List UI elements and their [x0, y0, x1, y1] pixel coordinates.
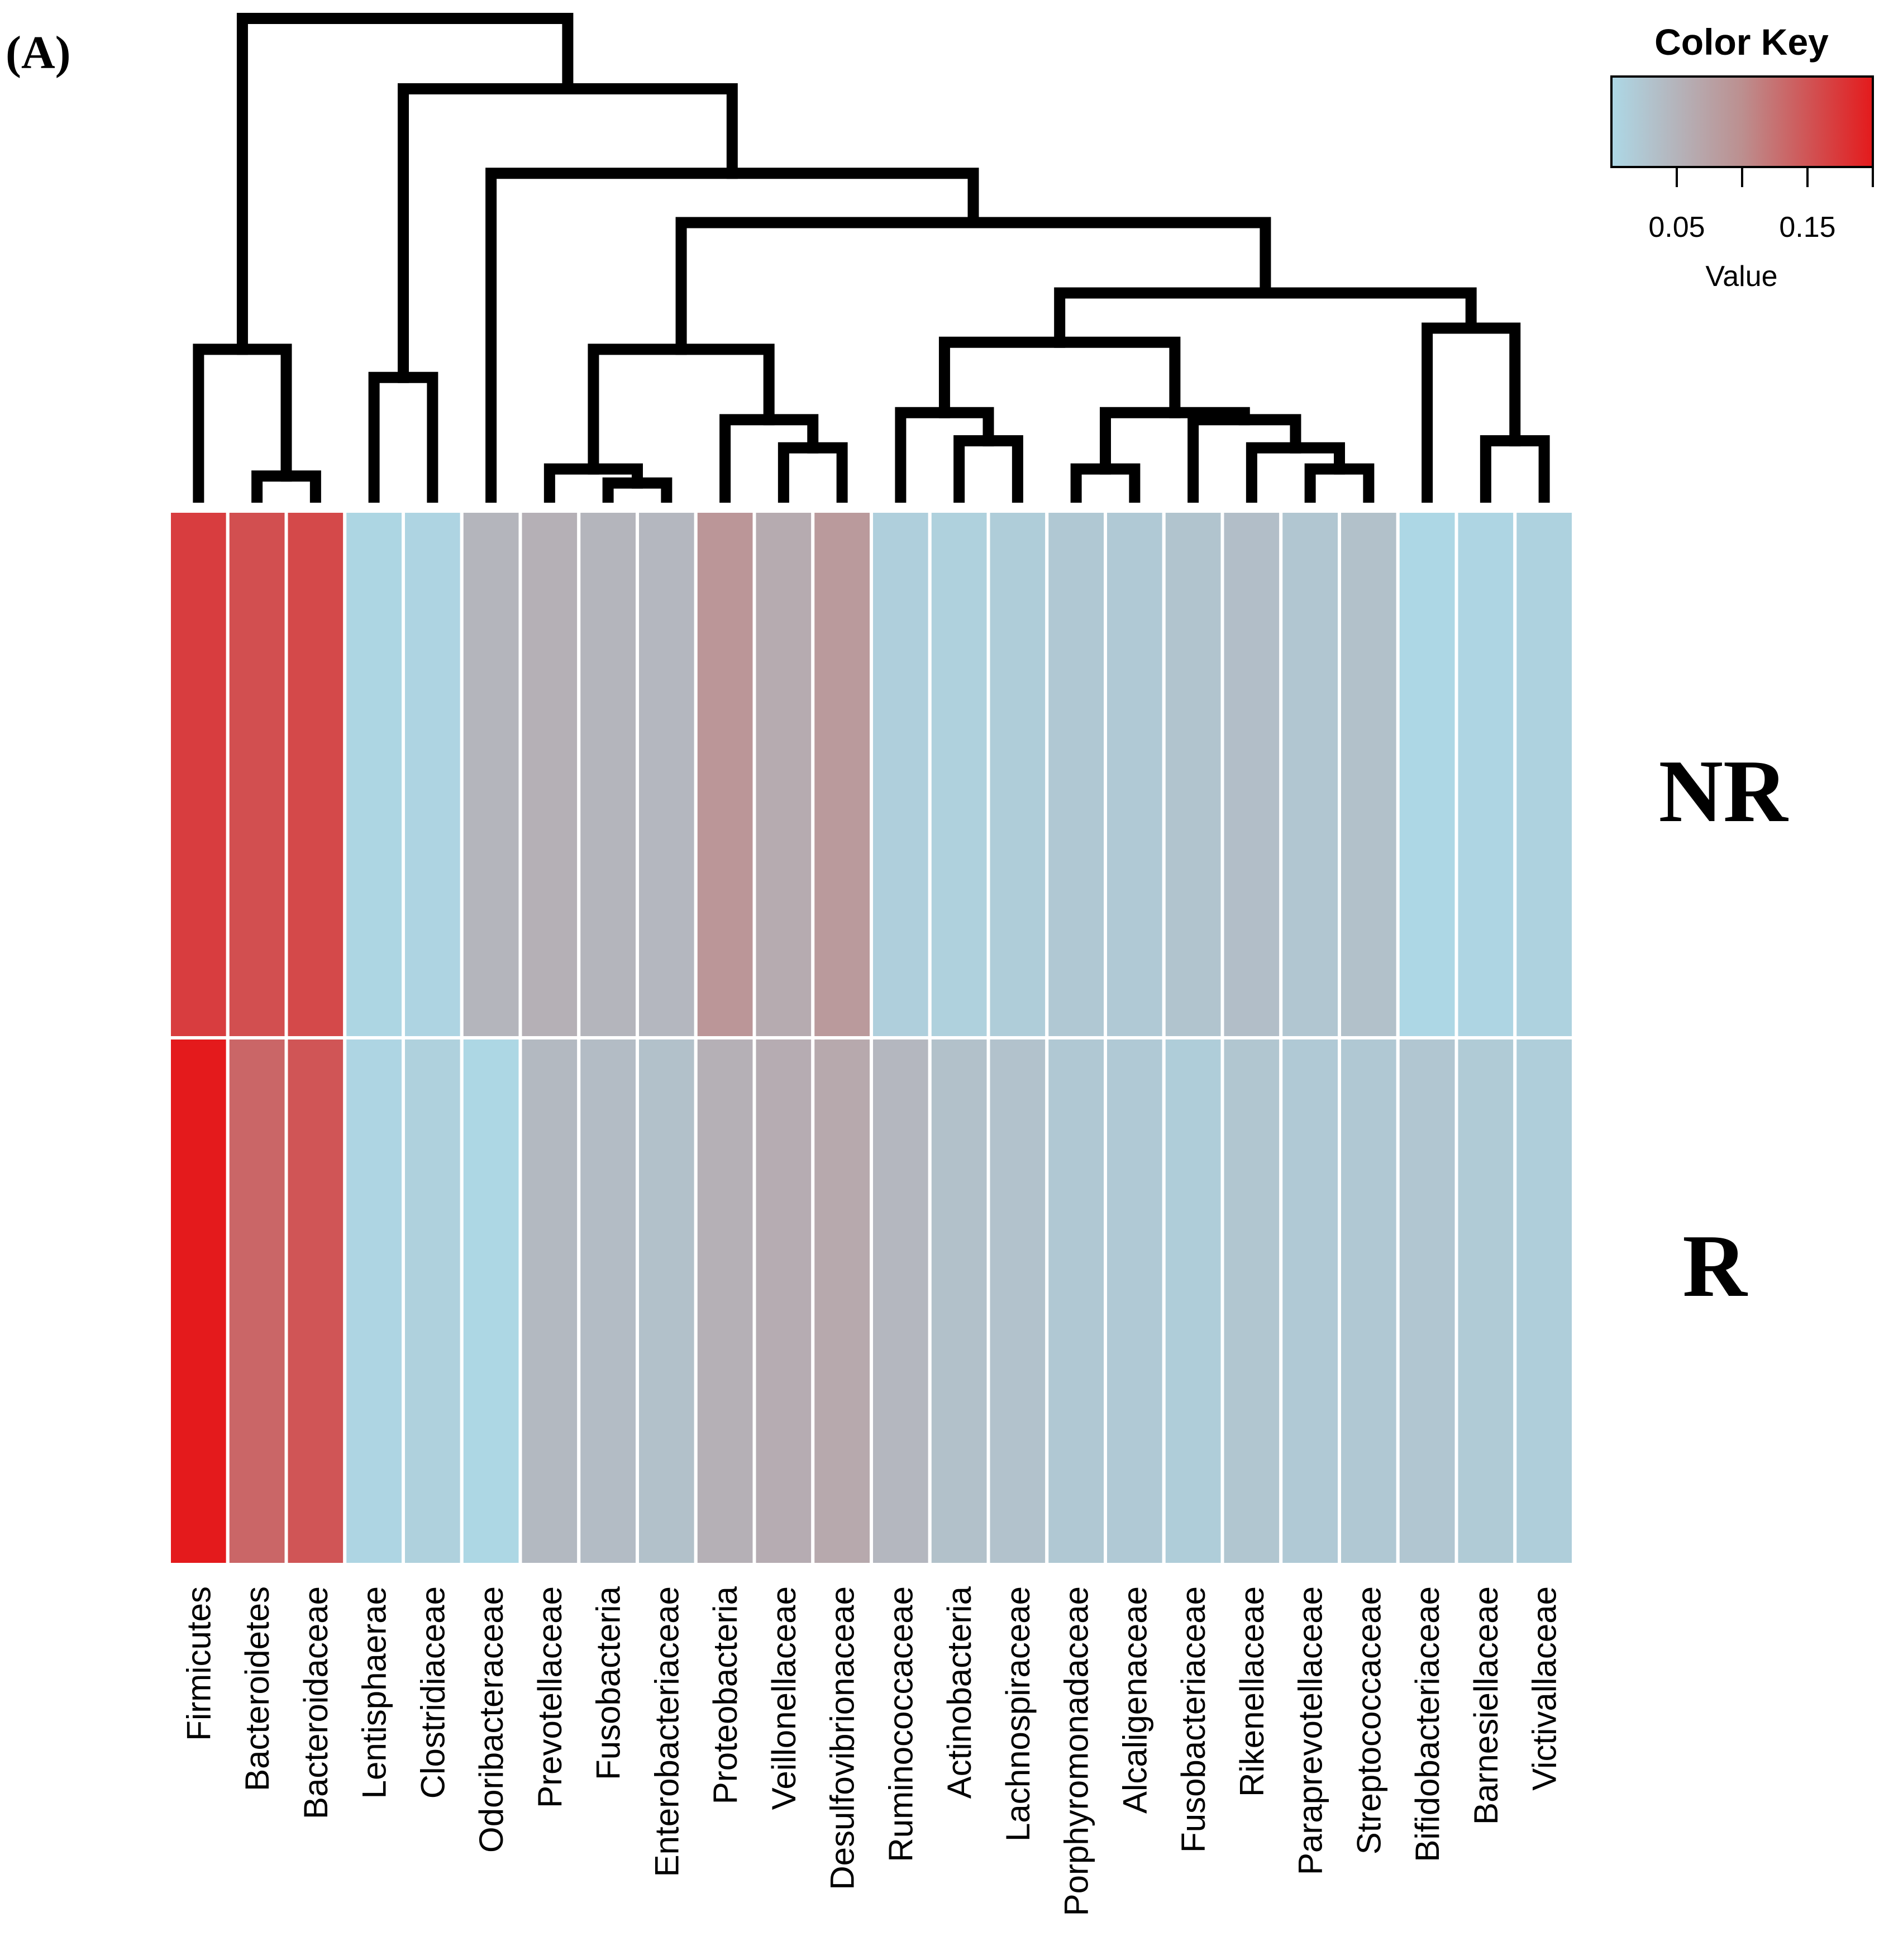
heatmap-cell-r-desulfovibrionaceae — [811, 1036, 873, 1566]
column-label-bacteroidaceae: Bacteroidaceae — [297, 1586, 335, 1819]
heatmap-cell-nr-porphyromonadaceae — [1045, 509, 1107, 1039]
heatmap-cell-nr-fusobacteriaceae — [1162, 509, 1224, 1039]
dendrogram-branch — [778, 442, 848, 503]
column-label-proteobacteria: Proteobacteria — [707, 1586, 744, 1804]
heatmap-cell-r-victivallaceae — [1513, 1036, 1575, 1566]
heatmap-cell-r-clostridiaceae — [402, 1036, 464, 1566]
heatmap-cell-r-firmicutes — [168, 1036, 230, 1566]
column-label-lentisphaerae: Lentisphaerae — [356, 1586, 393, 1799]
heatmap-cell-nr-ruminococcaceae — [870, 509, 932, 1039]
heatmap-cell-r-proteobacteria — [694, 1036, 756, 1566]
heatmap-cell-nr-victivallaceae — [1513, 509, 1575, 1039]
heatmap-cell-nr-prevotellaceae — [518, 509, 581, 1039]
column-label-fusobacteria: Fusobacteria — [590, 1586, 627, 1780]
heatmap-cell-nr-rikenellaceae — [1220, 509, 1283, 1039]
heatmap-cell-nr-desulfovibrionaceae — [811, 509, 873, 1039]
heatmap-cell-nr-alcaligenaceae — [1104, 509, 1166, 1039]
heatmap-cell-r-streptococcaceae — [1338, 1036, 1400, 1566]
column-label-lachnospiraceae: Lachnospiraceae — [999, 1586, 1037, 1842]
column-label-bifidobacteriaceae: Bifidobacteriaceae — [1409, 1586, 1446, 1862]
column-label-victivallaceae: Victivallaceae — [1526, 1586, 1563, 1791]
color-key: Color Key 0.05 0.15 Value — [1610, 21, 1874, 293]
column-label-clostridiaceae: Clostridiaceae — [414, 1586, 451, 1799]
dendrogram-branch — [1422, 322, 1521, 503]
column-label-barnesiellaceae: Barnesiellaceae — [1467, 1586, 1505, 1825]
dendrogram-branch — [953, 435, 1023, 503]
dendrogram-branch — [588, 344, 775, 475]
column-label-odoribacteraceae: Odoribacteraceae — [473, 1586, 510, 1853]
row-label-r: R — [1682, 1216, 1748, 1315]
color-key-tick-label: 0.05 — [1648, 211, 1705, 244]
row-labels: NR R — [1658, 741, 1788, 1315]
heatmap-cell-r-paraprevotellaceae — [1279, 1036, 1341, 1566]
heatmap-cell-nr-firmicutes — [168, 509, 230, 1039]
column-label-fusobacteriaceae: Fusobacteriaceae — [1175, 1586, 1212, 1853]
heatmap-cell-nr-enterobacteriaceae — [636, 509, 698, 1039]
heatmap-cell-r-barnesiellaceae — [1454, 1036, 1517, 1566]
heatmap-cell-nr-lentisphaerae — [343, 509, 405, 1039]
heatmap-cells — [168, 509, 1575, 1566]
column-label-paraprevotellaceae: Paraprevotellaceae — [1292, 1586, 1329, 1875]
dendrogram-branch — [1054, 287, 1477, 348]
heatmap-cell-r-fusobacteriaceae — [1162, 1036, 1224, 1566]
column-dendrogram — [193, 13, 1550, 503]
heatmap-cell-r-odoribacteraceae — [460, 1036, 522, 1566]
heatmap-cell-nr-fusobacteria — [577, 509, 639, 1039]
heatmap-cell-r-lachnospiraceae — [986, 1036, 1049, 1566]
column-label-streptococcaceae: Streptococcaceae — [1350, 1586, 1387, 1854]
color-key-axis-label: Value — [1705, 260, 1777, 293]
heatmap-cell-r-bacteroidetes — [226, 1036, 288, 1566]
heatmap-cell-r-porphyromonadaceae — [1045, 1036, 1107, 1566]
heatmap-cell-r-veillonellaceae — [752, 1036, 815, 1566]
column-label-desulfovibrionaceae: Desulfovibrionaceae — [824, 1586, 861, 1890]
heatmap-cell-r-prevotellaceae — [518, 1036, 581, 1566]
column-label-alcaligenaceae: Alcaligenaceae — [1116, 1586, 1153, 1814]
heatmap-cell-r-bacteroidaceae — [284, 1036, 347, 1566]
heatmap-cell-nr-bacteroidetes — [226, 509, 288, 1039]
heatmap-cell-r-ruminococcaceae — [870, 1036, 932, 1566]
heatmap-cell-nr-bifidobacteriaceae — [1396, 509, 1458, 1039]
color-key-gradient-bar — [1610, 75, 1874, 168]
heatmap-cell-nr-actinobacteria — [928, 509, 990, 1039]
column-label-firmicutes: Firmicutes — [180, 1586, 217, 1741]
heatmap-cell-r-lentisphaerae — [343, 1036, 405, 1566]
heatmap-cell-nr-proteobacteria — [694, 509, 756, 1039]
dendrogram-branch — [895, 407, 994, 503]
heatmap-cell-r-actinobacteria — [928, 1036, 990, 1566]
heatmap-cell-nr-lachnospiraceae — [986, 509, 1049, 1039]
panel-label: (A) — [6, 27, 71, 79]
dendrogram-branch — [1480, 435, 1550, 503]
dendrogram-branch — [675, 217, 1271, 355]
heatmap-cell-r-enterobacteriaceae — [636, 1036, 698, 1566]
heatmap-cell-r-rikenellaceae — [1220, 1036, 1283, 1566]
color-key-title: Color Key — [1654, 21, 1829, 63]
dendrogram-branch — [1187, 414, 1301, 503]
row-label-nr: NR — [1658, 741, 1788, 841]
heatmap-cell-nr-odoribacteraceae — [460, 509, 522, 1039]
color-key-tick-label: 0.15 — [1779, 211, 1835, 244]
heatmap-cell-nr-streptococcaceae — [1338, 509, 1400, 1039]
heatmap-cell-nr-veillonellaceae — [752, 509, 815, 1039]
heatmap-cell-r-bifidobacteriaceae — [1396, 1036, 1458, 1566]
column-labels: Firmicutes Bacteroidetes Bacteroidaceae Len… — [180, 1586, 1563, 1916]
dendrogram-branch — [938, 336, 1181, 418]
column-label-veillonellaceae: Veillonellaceae — [765, 1586, 803, 1810]
column-label-porphyromonadaceae: Porphyromonadaceae — [1058, 1586, 1095, 1916]
heatmap-cell-nr-bacteroidaceae — [284, 509, 347, 1039]
dendrogram-branch — [236, 13, 574, 355]
column-label-actinobacteria: Actinobacteria — [941, 1586, 978, 1799]
column-label-bacteroidetes: Bacteroidetes — [239, 1586, 276, 1791]
dendrogram-branch — [368, 371, 438, 503]
heatmap-cell-nr-paraprevotellaceae — [1279, 509, 1341, 1039]
column-label-prevotellaceae: Prevotellaceae — [531, 1586, 569, 1808]
column-label-enterobacteriaceae: Enterobacteriaceae — [648, 1586, 685, 1877]
column-label-rikenellaceae: Rikenellaceae — [1233, 1586, 1271, 1797]
column-label-ruminococcaceae: Ruminococcaceae — [882, 1586, 919, 1862]
heatmap-cell-nr-barnesiellaceae — [1454, 509, 1517, 1039]
dendrogram-branch — [719, 414, 819, 503]
heatmap-cell-nr-clostridiaceae — [402, 509, 464, 1039]
heatmap-cell-r-fusobacteria — [577, 1036, 639, 1566]
heatmap-cell-r-alcaligenaceae — [1104, 1036, 1166, 1566]
